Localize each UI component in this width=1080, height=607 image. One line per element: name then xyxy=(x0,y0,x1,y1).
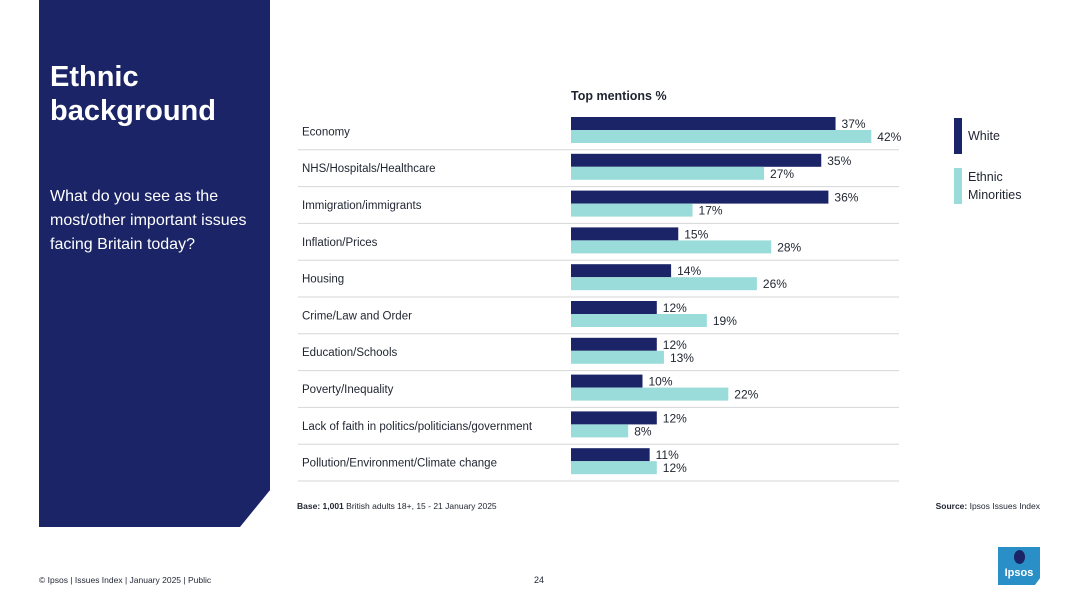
value-label-ethnic-minorities-immigration-immigrants: 17% xyxy=(699,204,723,218)
value-label-white-education-schools: 12% xyxy=(663,338,687,352)
bar-ethnic-minorities-economy xyxy=(571,130,872,143)
value-label-white-pollution-environment-climate-change: 11% xyxy=(656,448,679,462)
legend-item-ethnic-minorities: Ethnic Minorities xyxy=(954,168,1064,212)
logo-mark-icon xyxy=(1014,550,1025,564)
slide-title: Ethnic background xyxy=(50,60,250,128)
side-panel: Ethnic background What do you see as the… xyxy=(39,0,270,527)
bar-white-pollution-environment-climate-change xyxy=(571,448,650,462)
bar-white-immigration-immigrants xyxy=(571,190,829,204)
survey-question: What do you see as the most/other import… xyxy=(50,188,247,253)
value-label-white-crime-law-and-order: 12% xyxy=(663,301,687,315)
bar-white-education-schools xyxy=(571,337,657,351)
source-note: Source: Ipsos Issues Index xyxy=(936,501,1040,511)
base-note: Base: 1,001 British adults 18+, 15 - 21 … xyxy=(297,501,497,511)
bar-ethnic-minorities-nhs-hospitals-healthcare xyxy=(571,166,765,180)
bar-ethnic-minorities-immigration-immigrants xyxy=(571,203,693,217)
legend-item-white: White xyxy=(954,118,1064,162)
value-label-white-lack-of-faith-in-politics-politicians-government: 12% xyxy=(663,411,687,425)
value-label-ethnic-minorities-economy: 42% xyxy=(877,130,901,144)
bar-ethnic-minorities-lack-of-faith-in-politics-politicians-government xyxy=(571,424,629,438)
value-label-ethnic-minorities-poverty-inequality: 22% xyxy=(734,388,758,402)
bar-ethnic-minorities-housing xyxy=(571,277,757,291)
category-label-pollution-environment-climate-change: Pollution/Environment/Climate change xyxy=(302,458,497,470)
slide-title-line2: background xyxy=(50,95,216,127)
bar-white-economy xyxy=(571,117,836,130)
value-label-white-economy: 37% xyxy=(842,117,866,131)
legend-swatch-white xyxy=(954,118,962,154)
category-label-lack-of-faith-in-politics-politicians-government: Lack of faith in politics/politicians/go… xyxy=(302,421,533,433)
legend-label-white: White xyxy=(968,129,1000,143)
bar-white-crime-law-and-order xyxy=(571,301,657,314)
value-label-ethnic-minorities-housing: 26% xyxy=(763,277,787,291)
category-label-education-schools: Education/Schools xyxy=(302,347,398,359)
bar-ethnic-minorities-poverty-inequality xyxy=(571,387,729,401)
value-label-ethnic-minorities-nhs-hospitals-healthcare: 27% xyxy=(770,167,794,181)
category-label-crime-law-and-order: Crime/Law and Order xyxy=(302,310,412,322)
value-label-white-poverty-inequality: 10% xyxy=(649,375,673,389)
base-note-text: British adults 18+, 15 - 21 January 2025 xyxy=(343,501,497,511)
category-label-poverty-inequality: Poverty/Inequality xyxy=(302,384,394,396)
chart-title: Top mentions % xyxy=(571,89,667,103)
bar-ethnic-minorities-pollution-environment-climate-change xyxy=(571,461,657,475)
bar-ethnic-minorities-inflation-prices xyxy=(571,240,772,254)
category-label-housing: Housing xyxy=(302,274,344,286)
category-label-nhs-hospitals-healthcare: NHS/Hospitals/Healthcare xyxy=(302,163,436,175)
bar-white-lack-of-faith-in-politics-politicians-government xyxy=(571,411,657,425)
bar-ethnic-minorities-education-schools xyxy=(571,350,664,364)
logo-text: Ipsos xyxy=(1004,567,1034,579)
category-label-inflation-prices: Inflation/Prices xyxy=(302,237,378,249)
footer-text: © Ipsos | Issues Index | January 2025 | … xyxy=(39,575,212,585)
value-label-white-immigration-immigrants: 36% xyxy=(834,191,858,205)
page-number: 24 xyxy=(534,575,545,585)
value-label-ethnic-minorities-education-schools: 13% xyxy=(670,351,694,365)
bar-white-poverty-inequality xyxy=(571,374,643,388)
legend-label-ethnic-line2: Minorities xyxy=(968,188,1022,202)
base-note-bold: Base: 1,001 xyxy=(297,501,344,511)
legend-label-ethnic-minorities: Ethnic Minorities xyxy=(968,168,1058,204)
source-note-text: Ipsos Issues Index xyxy=(967,501,1040,511)
slide-title-line1: Ethnic xyxy=(50,61,139,93)
value-label-ethnic-minorities-crime-law-and-order: 19% xyxy=(713,314,737,328)
value-label-white-nhs-hospitals-healthcare: 35% xyxy=(827,154,851,168)
value-label-white-inflation-prices: 15% xyxy=(684,227,708,241)
bar-ethnic-minorities-crime-law-and-order xyxy=(571,314,707,327)
legend-swatch-ethnic-minorities xyxy=(954,168,962,204)
bar-white-inflation-prices xyxy=(571,227,679,241)
category-label-economy: Economy xyxy=(302,126,350,138)
value-label-ethnic-minorities-pollution-environment-climate-change: 12% xyxy=(663,461,687,475)
category-label-immigration-immigrants: Immigration/immigrants xyxy=(302,200,422,212)
value-label-ethnic-minorities-lack-of-faith-in-politics-politicians-government: 8% xyxy=(634,424,652,438)
source-note-bold: Source: xyxy=(935,501,968,511)
bar-white-housing xyxy=(571,264,672,278)
value-label-ethnic-minorities-inflation-prices: 28% xyxy=(777,240,801,254)
legend: White Ethnic Minorities xyxy=(954,118,1064,218)
bar-white-nhs-hospitals-healthcare xyxy=(571,153,822,167)
ipsos-logo: Ipsos xyxy=(998,547,1040,585)
legend-label-ethnic-line1: Ethnic xyxy=(968,170,1003,184)
value-label-white-housing: 14% xyxy=(677,264,701,278)
